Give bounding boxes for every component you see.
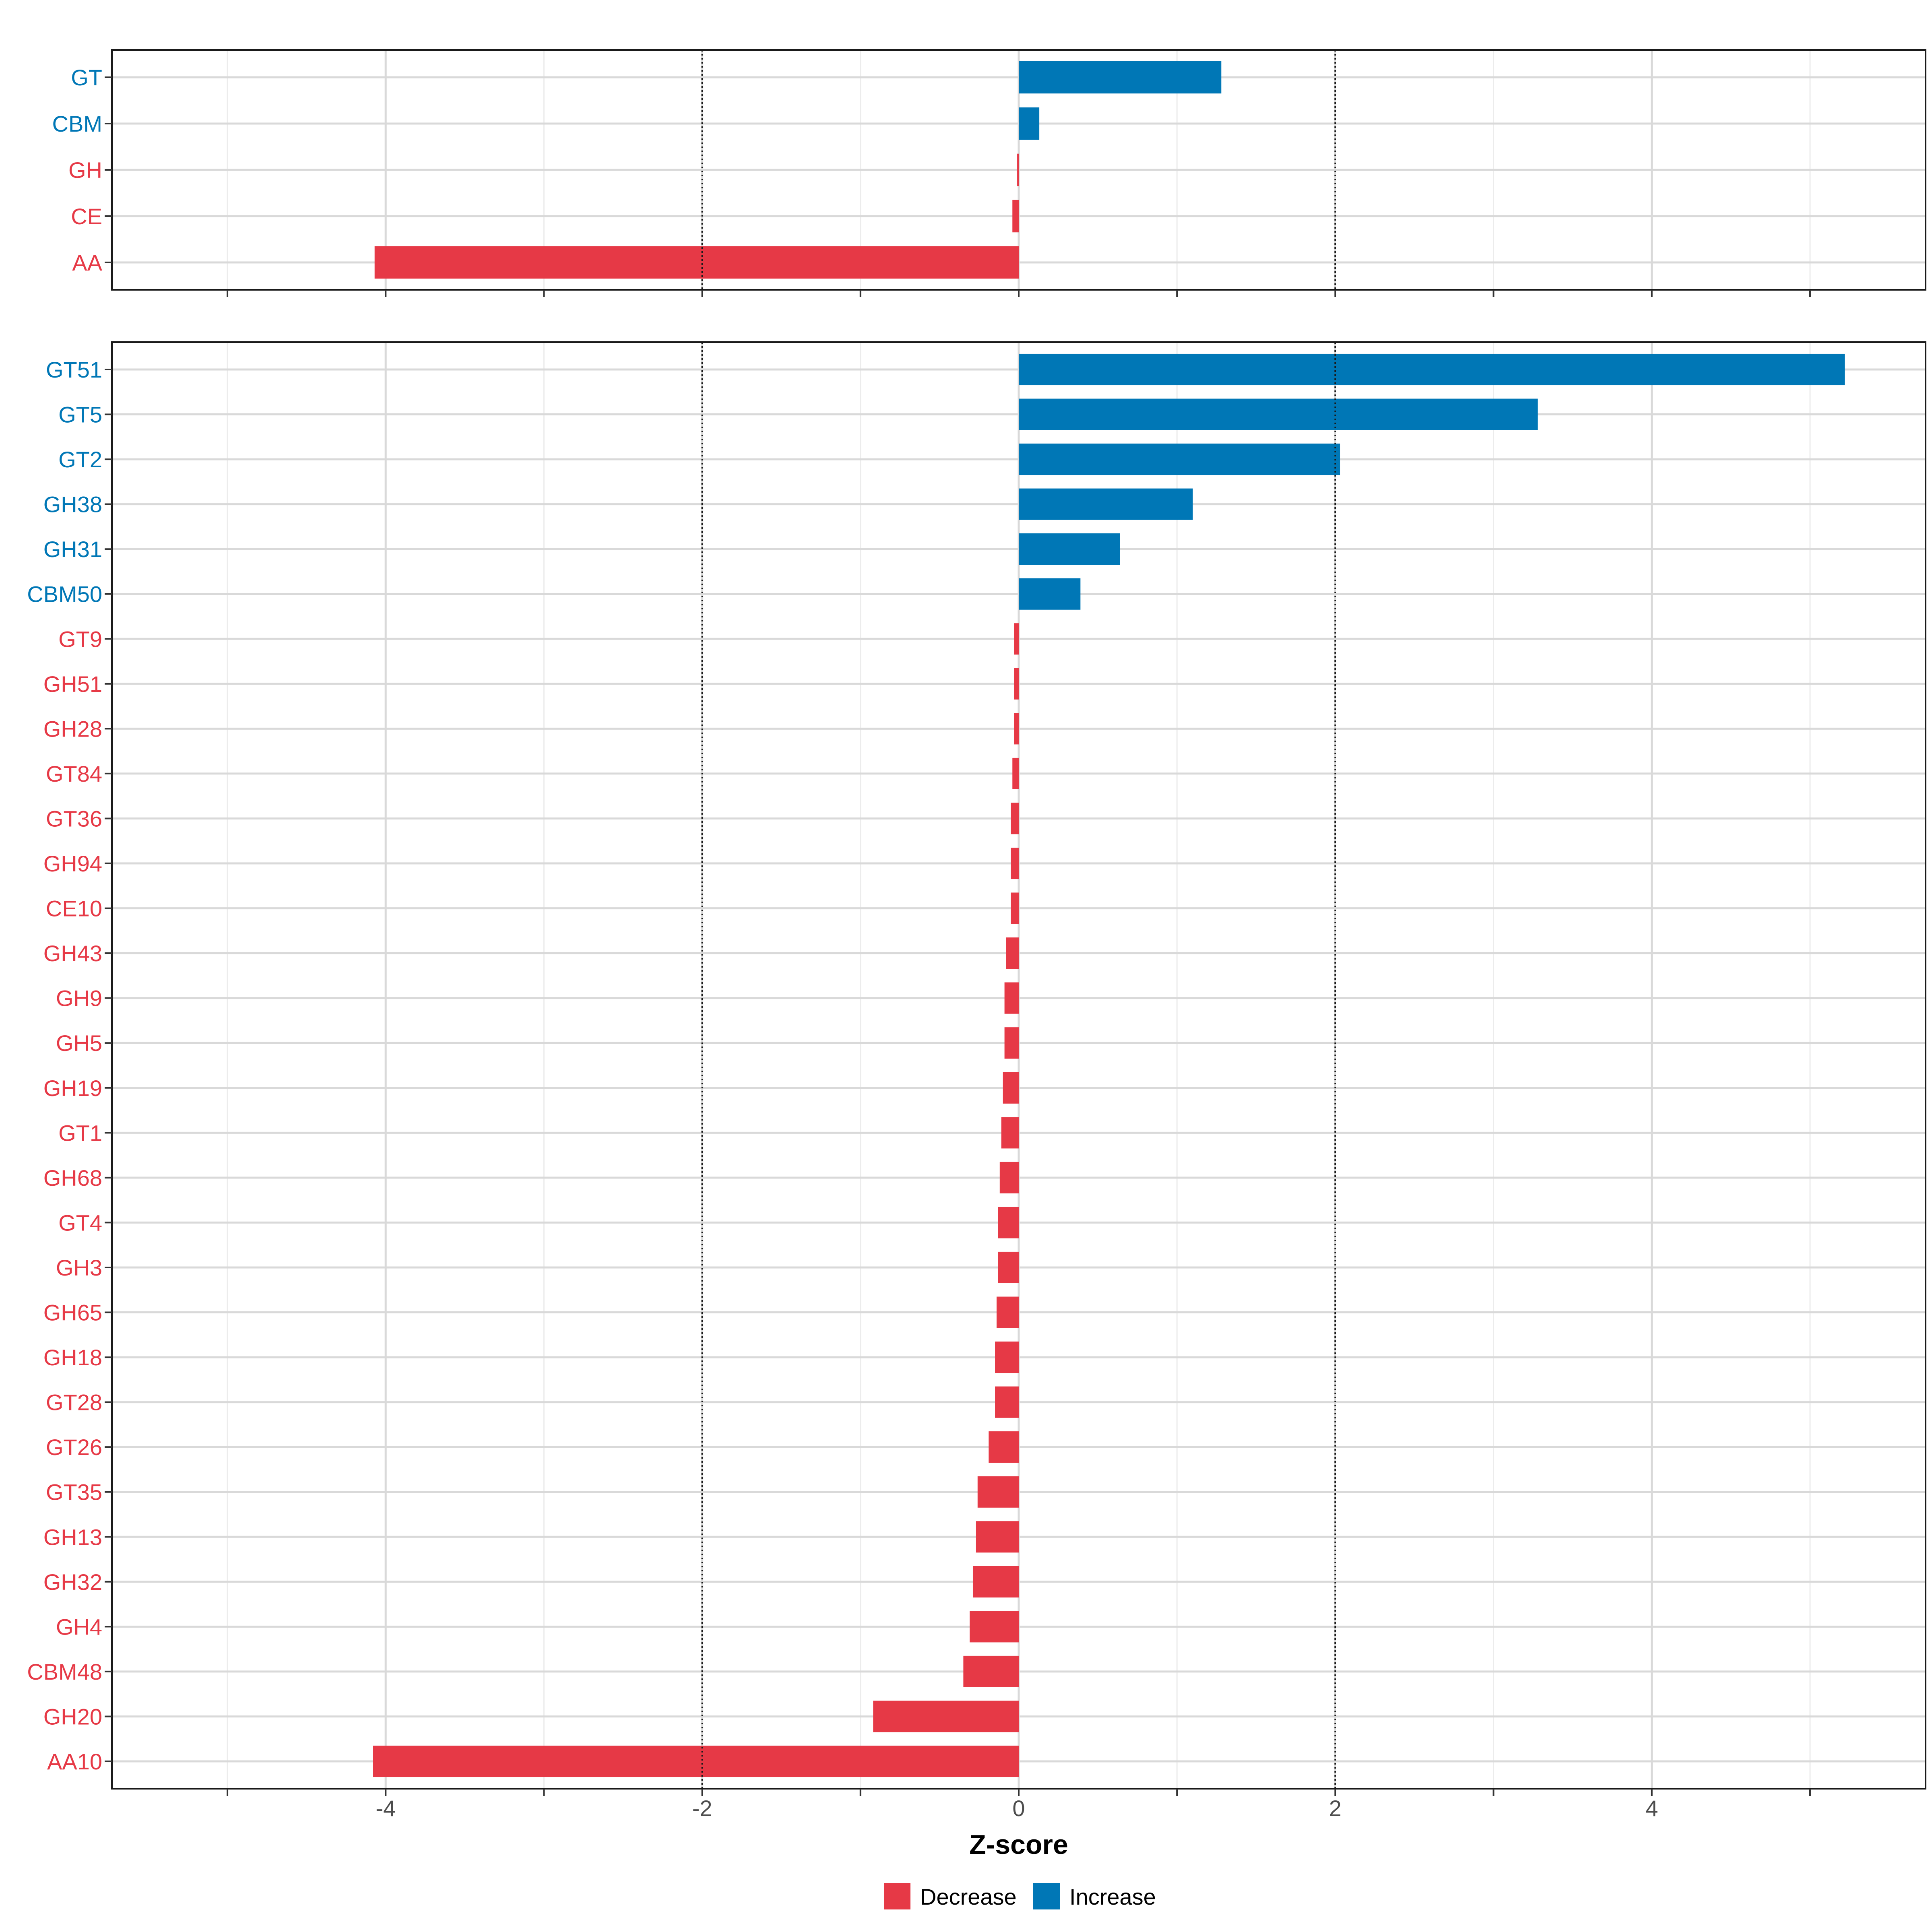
x-axis: -4 -2 0 2 4 <box>376 1796 1658 1821</box>
bar-gh4 <box>970 1611 1019 1643</box>
category-label-gh5: GH5 <box>56 1030 102 1056</box>
legend-label-decrease: Decrease <box>920 1884 1017 1909</box>
bar-aa10 <box>373 1745 1019 1777</box>
category-label-gh18: GH18 <box>43 1345 102 1370</box>
category-label-aa: AA <box>72 250 102 275</box>
bar-ce <box>1012 200 1019 233</box>
category-label-gt2: GT2 <box>58 447 102 472</box>
category-label-gh94: GH94 <box>43 851 102 876</box>
bar-cbm48 <box>963 1655 1019 1687</box>
bar-gt36 <box>1011 803 1019 834</box>
category-label-gt1: GT1 <box>58 1120 102 1146</box>
category-label-gh20: GH20 <box>43 1704 102 1729</box>
x-tick-label: 0 <box>1012 1796 1025 1821</box>
bar-gh38 <box>1019 488 1193 520</box>
category-label-gt84: GT84 <box>46 761 102 786</box>
bar-gt4 <box>998 1207 1019 1238</box>
category-label-gt51: GT51 <box>46 357 102 382</box>
bar-gt9 <box>1014 623 1019 655</box>
bar-gh31 <box>1019 533 1120 565</box>
bar-gh65 <box>996 1296 1019 1328</box>
bar-ce10 <box>1011 892 1019 924</box>
category-label-gt9: GT9 <box>58 626 102 652</box>
bar-gh51 <box>1014 668 1019 700</box>
legend-swatch-increase <box>1033 1883 1060 1909</box>
x-tick-label: -4 <box>376 1796 396 1821</box>
category-label-gh3: GH3 <box>56 1255 102 1280</box>
category-label-cbm50: CBM50 <box>27 582 102 607</box>
bar-gt51 <box>1019 353 1845 386</box>
legend: Decrease Increase <box>884 1883 1156 1909</box>
bar-gh68 <box>999 1162 1019 1193</box>
bar-gh28 <box>1014 713 1019 745</box>
panel-class: GT CBM GH CE AA <box>52 49 1926 297</box>
bar-gh20 <box>873 1701 1019 1732</box>
category-label-gh13: GH13 <box>43 1524 102 1550</box>
panel-family: GT51 GT5 GT2 GH38 GH31 CBM50 GT9 GH51 GH28 GT84 GT… <box>27 341 1926 1796</box>
legend-label-increase: Increase <box>1069 1884 1156 1909</box>
category-label-cbm48: CBM48 <box>27 1659 102 1684</box>
bar-gh32 <box>972 1566 1019 1598</box>
bar-gt <box>1019 61 1222 94</box>
category-label-aa10: AA10 <box>47 1749 102 1774</box>
category-label-gh9: GH9 <box>56 986 102 1011</box>
bar-gh5 <box>1004 1027 1019 1059</box>
legend-swatch-decrease <box>884 1883 910 1909</box>
category-label-gt26: GT26 <box>46 1435 102 1460</box>
category-label-gt35: GT35 <box>46 1480 102 1505</box>
bar-gh <box>1017 153 1019 186</box>
category-label-gh65: GH65 <box>43 1300 102 1325</box>
bar-gt28 <box>995 1386 1019 1418</box>
category-label-gt5: GT5 <box>58 402 102 427</box>
category-label-gh19: GH19 <box>43 1075 102 1101</box>
bar-gt1 <box>1001 1117 1019 1149</box>
bar-gh9 <box>1004 982 1019 1014</box>
category-label-gt28: GT28 <box>46 1390 102 1415</box>
bar-gh3 <box>998 1251 1019 1284</box>
bar-gh43 <box>1006 937 1019 969</box>
x-tick-label: 2 <box>1329 1796 1342 1821</box>
category-label-gh28: GH28 <box>43 716 102 741</box>
bar-gt5 <box>1019 398 1538 430</box>
category-label-gt36: GT36 <box>46 806 102 831</box>
bar-gt2 <box>1019 444 1340 475</box>
category-label-ce: CE <box>71 204 102 229</box>
bar-cbm <box>1019 107 1040 140</box>
category-label-gh43: GH43 <box>43 941 102 966</box>
bar-gt26 <box>989 1431 1019 1463</box>
category-label-gh: GH <box>68 157 102 183</box>
category-label-gh68: GH68 <box>43 1165 102 1191</box>
x-tick-label: 4 <box>1645 1796 1658 1821</box>
category-label-gt: GT <box>71 65 102 90</box>
bar-gh18 <box>995 1342 1019 1373</box>
bar-aa <box>374 246 1019 279</box>
category-label-gt4: GT4 <box>58 1210 102 1235</box>
x-tick-label: -2 <box>692 1796 712 1821</box>
category-label-gh31: GH31 <box>43 537 102 562</box>
bar-gt35 <box>977 1476 1019 1508</box>
category-label-gh38: GH38 <box>43 492 102 517</box>
category-label-cbm: CBM <box>52 111 102 136</box>
category-label-gh51: GH51 <box>43 671 102 697</box>
bar-gt84 <box>1012 758 1019 789</box>
bar-cbm50 <box>1019 578 1081 610</box>
category-label-ce10: CE10 <box>46 896 102 921</box>
category-label-gh4: GH4 <box>56 1614 102 1639</box>
bar-gh94 <box>1011 847 1019 879</box>
category-label-gh32: GH32 <box>43 1569 102 1595</box>
bar-gh19 <box>1003 1072 1019 1104</box>
x-axis-title: Z-score <box>969 1829 1068 1860</box>
bar-gh13 <box>976 1521 1019 1553</box>
